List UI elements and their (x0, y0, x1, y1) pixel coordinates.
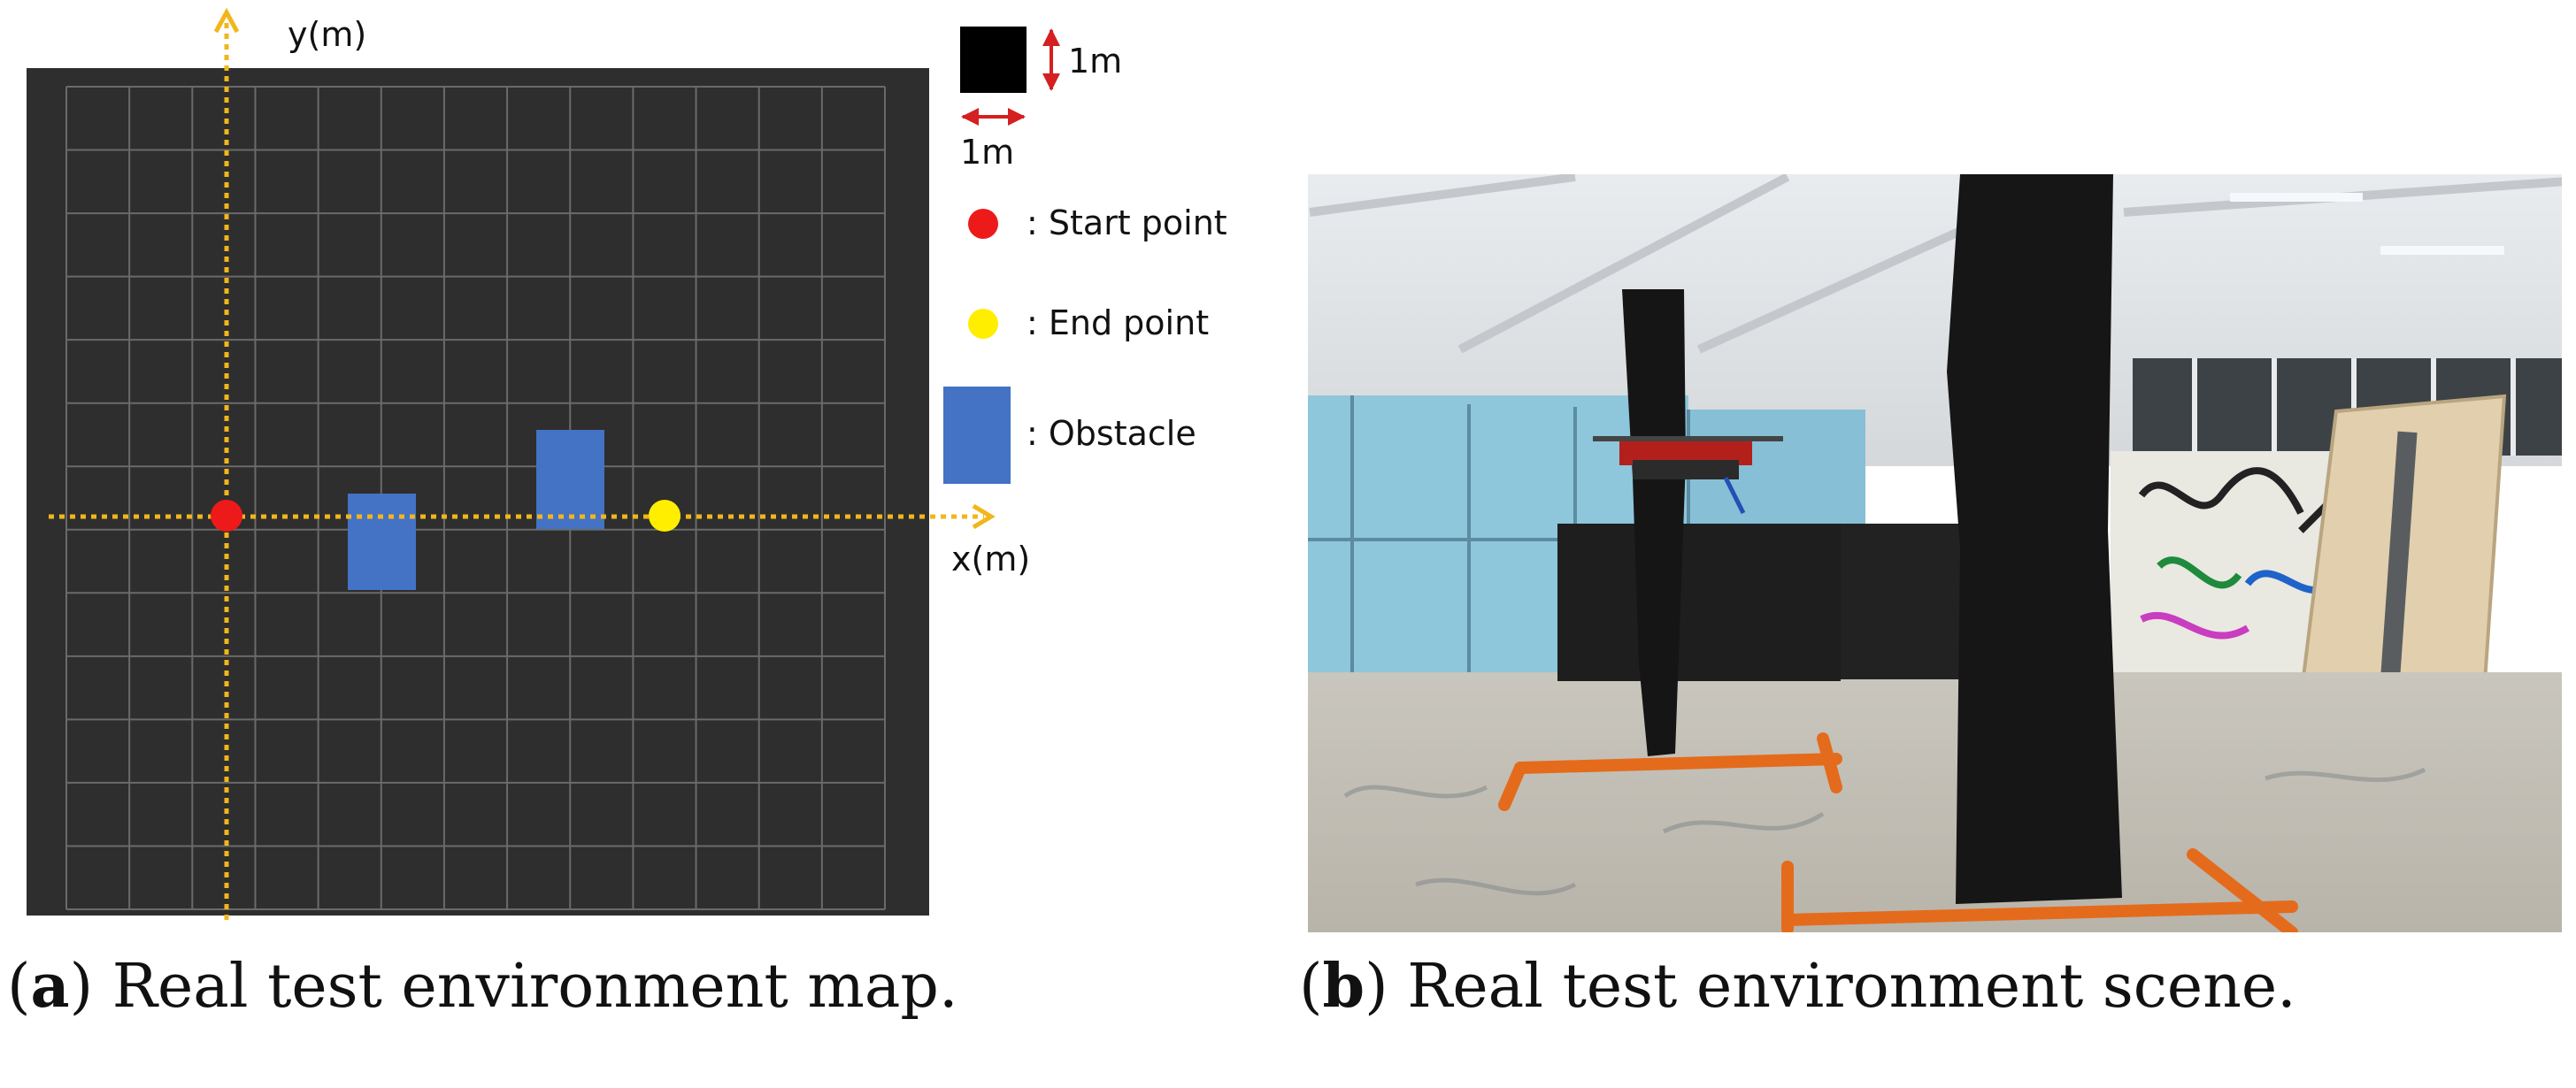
panel-b-photo (1308, 174, 2562, 932)
map-background (27, 68, 929, 916)
panel-a-map: y(m) x(m) 1m 1m : Start point : End poin… (27, 7, 1227, 920)
legend-start-label: : Start point (1027, 203, 1227, 242)
caption-a-letter: a (30, 951, 70, 1022)
caption-b-letter: b (1322, 951, 1365, 1022)
ceiling-light (2380, 246, 2504, 255)
map-grid (65, 86, 886, 910)
legend-end-label: : End point (1027, 303, 1209, 342)
orange-stand-2 (1781, 848, 2298, 932)
floor-paint (1343, 767, 2426, 896)
y-axis-label: y(m) (288, 15, 366, 54)
drone (1593, 436, 1783, 515)
start-point-marker (211, 500, 242, 532)
ceiling-light (2230, 193, 2363, 202)
caption-a-text: Real test environment map. (111, 952, 958, 1022)
scale-width-label: 1m (960, 133, 1014, 172)
map-legend: 1m 1m : Start point : End point : Obstac… (943, 27, 1227, 484)
caption-b-text: Real test environment scene. (1407, 952, 2296, 1022)
x-axis-arrowhead (972, 503, 996, 530)
board-bar (2380, 431, 2418, 676)
hanging-obstacle-2 (1947, 174, 2122, 904)
orange-stand-1 (1498, 732, 1842, 811)
caption-panel-b: (b) Real test environment scene. (1299, 951, 2296, 1022)
x-axis-label: x(m) (951, 540, 1030, 578)
black-barrier-left (1557, 524, 1841, 681)
obstacle-1 (348, 494, 416, 590)
scale-square-icon (960, 27, 1027, 93)
obstacle-2 (536, 430, 604, 529)
legend-obstacle-label: : Obstacle (1027, 414, 1196, 453)
hanging-obstacle-1 (1622, 289, 1686, 756)
end-point-marker (649, 500, 681, 532)
caption-panel-a: (a) Real test environment map. (7, 951, 958, 1022)
photo-floor (1308, 672, 2562, 932)
y-axis-arrowhead (213, 7, 240, 34)
legend-start-icon (968, 209, 998, 239)
legend-obstacle-icon (943, 387, 1011, 484)
scale-height-label: 1m (1068, 42, 1122, 80)
legend-end-icon (968, 309, 998, 339)
